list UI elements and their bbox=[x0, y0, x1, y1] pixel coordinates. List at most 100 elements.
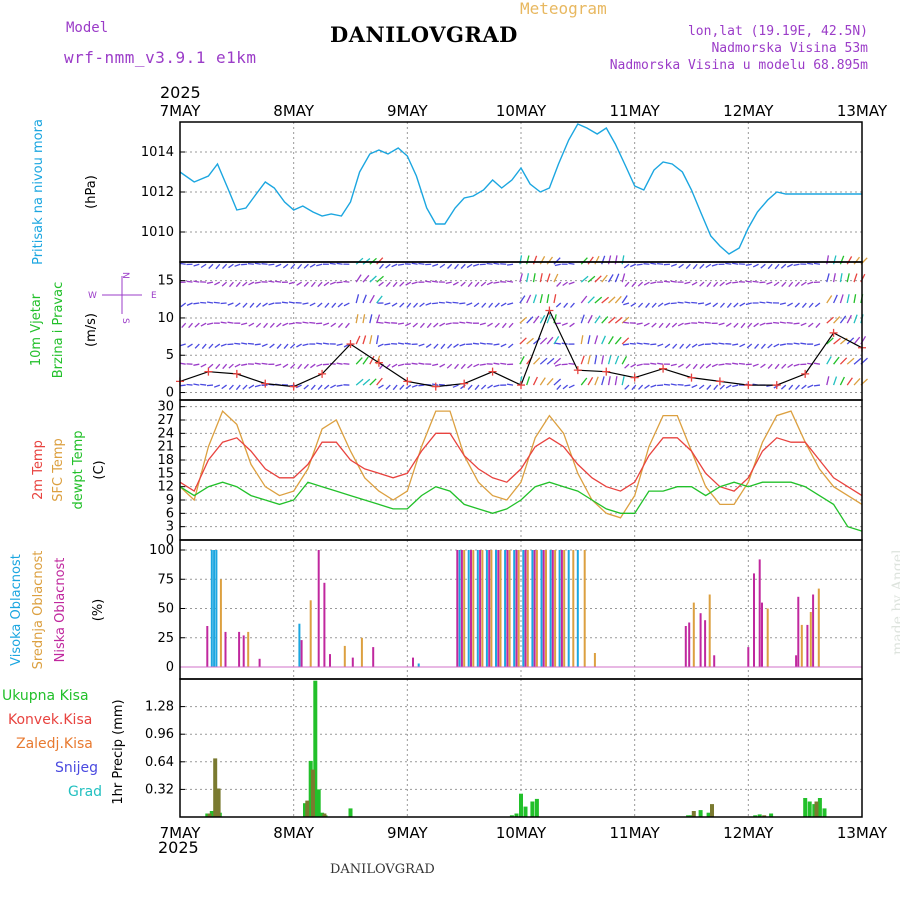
wind-arrow bbox=[466, 263, 473, 269]
wind-arrow bbox=[801, 384, 807, 390]
wind-arrow bbox=[739, 302, 746, 307]
wind-arrow bbox=[355, 314, 359, 324]
precip-total-bar bbox=[313, 680, 318, 817]
wind-arrow bbox=[295, 384, 302, 389]
wind-arrow bbox=[587, 296, 595, 304]
wind-arrow bbox=[614, 355, 620, 365]
wind-arrow bbox=[206, 281, 214, 284]
wind-arrow bbox=[725, 384, 732, 389]
wind-arrow bbox=[261, 343, 268, 347]
wind-arrow bbox=[384, 321, 391, 324]
wind-arrow bbox=[699, 363, 705, 370]
wind-arrow bbox=[493, 281, 500, 284]
wind-arrow bbox=[813, 262, 821, 265]
wind-arrow bbox=[684, 301, 691, 304]
wind-arrow bbox=[663, 280, 671, 283]
wind-arrow bbox=[650, 384, 657, 388]
cloud-mid-bar bbox=[563, 550, 566, 667]
wind-arrow bbox=[614, 316, 623, 324]
cloud-low-bar bbox=[684, 626, 687, 667]
wind-arrow bbox=[677, 363, 684, 368]
wind-arrow bbox=[355, 378, 364, 386]
wind-arrow bbox=[376, 295, 383, 304]
wind-arrow bbox=[329, 362, 336, 365]
precip-total-bar bbox=[205, 813, 210, 817]
y-tick-label: 12 bbox=[157, 480, 174, 495]
x-tick-label-bottom: 8MAY bbox=[273, 824, 315, 842]
wind-arrow bbox=[793, 263, 800, 267]
wind-arrow bbox=[643, 322, 650, 327]
wind-arrow bbox=[594, 255, 600, 265]
wind-arrow bbox=[193, 363, 200, 366]
model-elevation-label: Nadmorska Visina u modelu 68.895m bbox=[609, 58, 868, 73]
wind-arrow bbox=[623, 302, 630, 306]
wind-arrow bbox=[460, 263, 466, 269]
wind-arrow bbox=[397, 263, 405, 266]
wind-arrow bbox=[207, 363, 214, 369]
wind-arrow bbox=[526, 316, 534, 324]
precip-total-bar bbox=[698, 810, 703, 817]
wind-arrow bbox=[594, 335, 599, 345]
cloud-mid-bar bbox=[517, 550, 520, 667]
cloud-mid-bar bbox=[360, 637, 363, 668]
wind-arrow bbox=[539, 273, 543, 283]
wind-arrow bbox=[833, 356, 840, 365]
wind-arrow bbox=[186, 302, 193, 306]
wind-arrow bbox=[369, 355, 375, 365]
wind-arrow bbox=[501, 322, 507, 329]
wind-arrow bbox=[553, 336, 560, 345]
x-tick-label-top: 13MAY bbox=[837, 102, 888, 120]
wind-arrow bbox=[276, 322, 282, 328]
wind-arrow bbox=[220, 343, 227, 347]
wind-arrow bbox=[533, 357, 541, 365]
precip-total-bar bbox=[316, 789, 321, 817]
wind-arrow bbox=[846, 294, 850, 304]
wind-arrow bbox=[302, 302, 309, 305]
wind-arrow bbox=[781, 281, 787, 287]
x-tick-label-bottom: 11MAY bbox=[610, 824, 661, 842]
x-tick-label-top: 12MAY bbox=[723, 102, 774, 120]
wind-arrow bbox=[447, 263, 453, 269]
wind-arrow bbox=[657, 302, 664, 308]
wind-arrow bbox=[376, 314, 381, 324]
wind-arrow bbox=[406, 302, 412, 309]
wind-arrow bbox=[832, 376, 838, 386]
wind-arrow bbox=[684, 384, 691, 387]
wind-arrow bbox=[781, 363, 787, 369]
wind-arrow bbox=[733, 322, 739, 328]
wind-arrow bbox=[405, 384, 412, 390]
wind-arrow bbox=[282, 322, 289, 327]
wind-arrow bbox=[587, 256, 594, 265]
cloud-low-bar bbox=[747, 647, 750, 667]
precip-total-bar bbox=[534, 798, 539, 817]
wind-arrow bbox=[242, 281, 248, 287]
wind-arrow bbox=[814, 302, 821, 308]
wind-arrow bbox=[404, 342, 411, 345]
wind-arrow bbox=[562, 281, 568, 287]
wind-speed-marker bbox=[687, 373, 696, 382]
wind-arrow bbox=[297, 363, 303, 370]
wind-arrow bbox=[767, 343, 773, 349]
cloud-mid-bar bbox=[554, 550, 557, 667]
wind-arrow bbox=[378, 281, 384, 287]
wind-arrow bbox=[397, 322, 405, 325]
wind-arrow bbox=[412, 322, 418, 328]
wind-arrow bbox=[241, 342, 248, 345]
wind-arrow bbox=[546, 314, 551, 324]
wind-arrow bbox=[193, 302, 200, 305]
y-tick-label: 0 bbox=[166, 660, 174, 675]
wind-arrow bbox=[853, 377, 861, 386]
wind-arrow bbox=[235, 384, 241, 391]
wind-arrow bbox=[481, 302, 487, 308]
wind-arrow bbox=[826, 273, 830, 283]
wind-arrow bbox=[788, 281, 794, 288]
legend-snow: Snijeg bbox=[55, 760, 98, 776]
pressure-unit-label: (hPa) bbox=[84, 175, 99, 209]
temp-2m-label: 2m Temp bbox=[31, 440, 46, 500]
wind-arrow bbox=[479, 322, 486, 326]
wind-arrow bbox=[248, 384, 255, 389]
wind-arrow bbox=[500, 302, 507, 307]
wind-arrow bbox=[546, 256, 554, 265]
wind-arrow bbox=[636, 342, 643, 345]
wind-arrow bbox=[733, 302, 739, 308]
